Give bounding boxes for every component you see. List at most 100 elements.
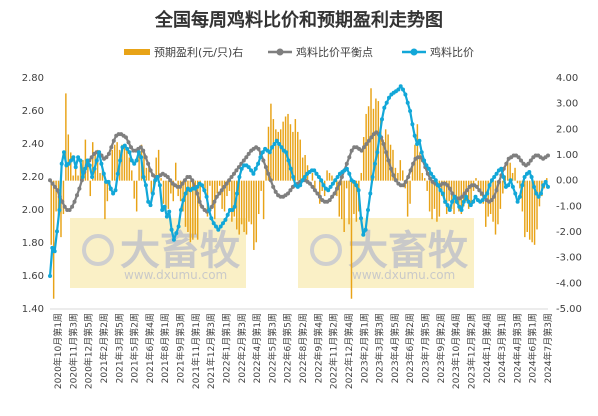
profit-bar xyxy=(155,157,157,181)
profit-bar xyxy=(304,155,306,181)
ratio-point xyxy=(73,165,78,170)
balance-point xyxy=(165,175,170,179)
ratio-point xyxy=(62,150,66,155)
profit-bar xyxy=(72,175,74,181)
profit-bar xyxy=(243,180,245,232)
ratio-point xyxy=(92,166,97,171)
ratio-point xyxy=(274,138,279,143)
left-axis-tick-label: 1.80 xyxy=(22,238,44,249)
profit-bar xyxy=(238,180,240,235)
profit-bar xyxy=(426,180,428,191)
x-axis-tick-label: 2022年5月第3周 xyxy=(266,313,278,383)
ratio-point xyxy=(405,100,410,105)
ratio-point xyxy=(69,158,73,163)
ratio-point xyxy=(522,175,527,179)
ratio-point xyxy=(380,117,384,122)
ratio-point xyxy=(473,194,478,199)
legend-marker-balance xyxy=(276,48,284,56)
ratio-point xyxy=(433,178,438,183)
x-axis-tick-label: 2023年9月第2周 xyxy=(435,313,447,383)
balance-point xyxy=(197,199,202,204)
legend-swatch-profit xyxy=(124,49,150,55)
x-axis-tick-label: 2021年8月第1周 xyxy=(159,313,171,383)
ratio-point xyxy=(48,274,52,278)
balance-point xyxy=(335,186,339,191)
balance-point xyxy=(516,155,521,160)
x-axis-tick-label: 2023年4月第5周 xyxy=(389,313,401,383)
profit-bar xyxy=(399,160,402,181)
profit-bar xyxy=(504,175,507,181)
x-axis-tick-label: 2023年3月第3周 xyxy=(374,313,386,383)
balance-point xyxy=(180,181,185,186)
profit-bar xyxy=(233,180,236,217)
profit-bar xyxy=(194,180,196,235)
ratio-point xyxy=(422,158,427,163)
left-axis-tick-label: 2.60 xyxy=(22,106,44,117)
ratio-point xyxy=(316,175,321,179)
ratio-point xyxy=(377,133,382,138)
balance-point xyxy=(148,168,153,173)
profit-bar xyxy=(245,180,248,235)
profit-bar xyxy=(419,152,421,181)
left-axis-tick-label: 2.80 xyxy=(22,73,44,84)
profit-bar xyxy=(521,180,524,212)
profit-bar xyxy=(287,113,289,181)
balance-point xyxy=(187,175,192,179)
profit-bar xyxy=(494,180,497,235)
right-axis-tick-label: -5.00 xyxy=(556,304,582,315)
balance-point xyxy=(234,168,239,173)
ratio-point xyxy=(368,191,373,196)
balance-point xyxy=(212,199,217,204)
ratio-point xyxy=(232,204,237,209)
profit-bar xyxy=(143,149,145,181)
balance-point xyxy=(77,186,82,191)
balance-point xyxy=(182,178,187,183)
ratio-point xyxy=(108,186,113,191)
profit-bar xyxy=(331,175,333,181)
ratio-point xyxy=(260,150,265,155)
profit-bar xyxy=(423,178,426,181)
profit-bar xyxy=(428,180,431,212)
balance-point xyxy=(474,184,479,189)
balance-point xyxy=(244,155,249,160)
balance-point xyxy=(178,184,182,189)
balance-point xyxy=(312,188,317,193)
ratio-point xyxy=(97,150,102,155)
profit-bar xyxy=(262,180,265,220)
profit-bar xyxy=(362,137,365,181)
x-axis-tick-label: 2022年12月第4周 xyxy=(343,313,355,389)
balance-point xyxy=(227,178,232,183)
x-axis-tick-label: 2024年4月第3周 xyxy=(511,313,523,383)
profit-bar xyxy=(389,144,392,181)
ratio-point xyxy=(363,227,368,232)
ratio-point xyxy=(529,175,534,179)
x-axis-tick-label: 2023年12月第2周 xyxy=(465,313,477,389)
ratio-point xyxy=(335,175,340,179)
profit-bar xyxy=(50,180,52,245)
ratio-point xyxy=(57,208,62,212)
profit-bar xyxy=(475,178,477,181)
ratio-point xyxy=(312,168,317,173)
profit-bar xyxy=(277,131,279,181)
ratio-point xyxy=(267,150,272,155)
profit-bar xyxy=(319,180,321,204)
balance-point xyxy=(214,194,219,199)
ratio-point xyxy=(136,150,141,155)
profit-bar xyxy=(392,149,394,181)
ratio-point xyxy=(319,178,324,183)
ratio-point xyxy=(279,145,284,150)
balance-point xyxy=(111,138,116,143)
ratio-point xyxy=(485,191,490,196)
ratio-point xyxy=(298,183,303,188)
ratio-point xyxy=(426,166,431,171)
balance-point xyxy=(168,178,173,183)
x-axis-tick-label: 2021年9月第3周 xyxy=(175,313,187,383)
ratio-point xyxy=(59,161,64,166)
profit-bar xyxy=(236,180,238,230)
ratio-point xyxy=(85,158,90,163)
ratio-point xyxy=(375,150,380,155)
profit-bar xyxy=(421,172,424,181)
ratio-point xyxy=(55,229,59,234)
profit-bar xyxy=(226,180,228,197)
x-axis-tick-label: 2024年3月第1周 xyxy=(496,313,508,383)
